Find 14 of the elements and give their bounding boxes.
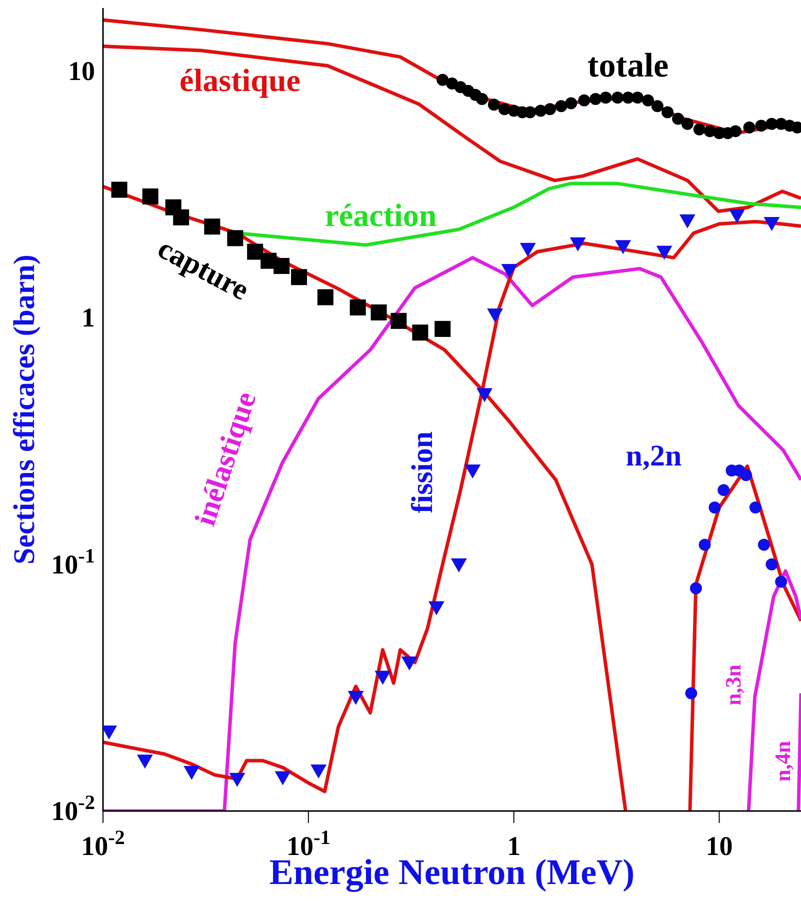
x-tick-label: 1 [507,831,521,861]
text: n,3n [720,664,746,706]
y-axis-title: Sections efficaces (barn) [8,254,41,564]
y-tick-label: 10$^{-1}$ [51,545,95,580]
y-tick-label: 10 [68,56,95,86]
y-tick-label: 10$^{-2}$ [51,792,95,826]
series-label: n,2n [626,439,682,472]
series-label: totale [587,47,669,84]
text: fission [406,431,439,514]
y-tick-label: 1 [82,302,95,333]
series-label: réaction [324,197,437,234]
text: n,4n [770,740,796,782]
x-tick-label: 10 [706,831,733,861]
series-label: élastique [180,62,300,99]
